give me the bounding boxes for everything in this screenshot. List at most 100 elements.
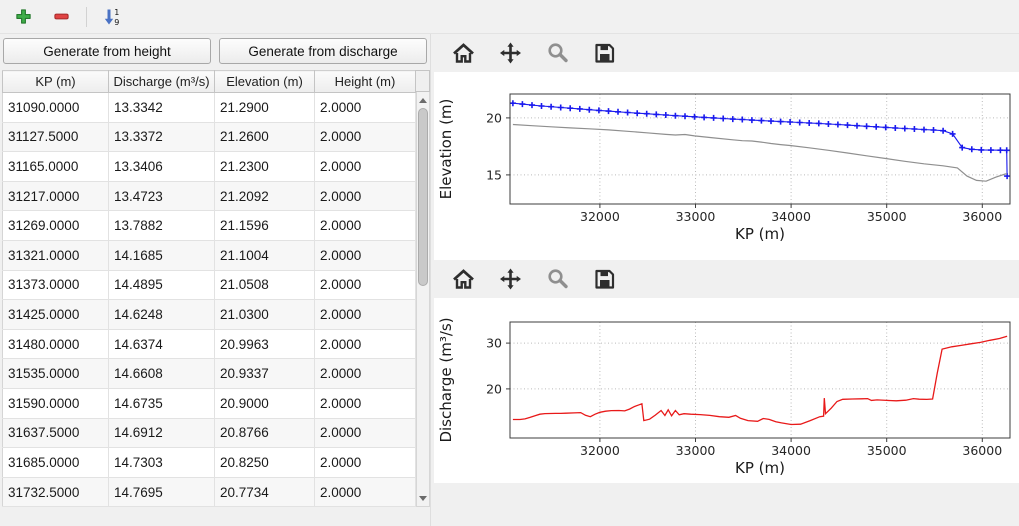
table-cell[interactable]: 2.0000 [314,388,416,419]
table-cell[interactable]: 14.6374 [108,329,215,360]
pan-icon [498,267,523,291]
table-cell[interactable]: 2.0000 [314,477,416,507]
zoom-button[interactable] [542,265,572,293]
table-cell[interactable]: 21.2900 [214,92,315,123]
table-cell[interactable]: 21.1596 [214,210,315,241]
table-cell[interactable]: 20.9000 [214,388,315,419]
table-cell[interactable]: 21.2300 [214,151,315,182]
table-row[interactable]: 31217.0000 13.4723 21.2092 2.0000 [2,181,416,212]
save-button[interactable] [589,265,619,293]
table-cell[interactable]: 20.9963 [214,329,315,360]
table-cell[interactable]: 31425.0000 [2,299,109,330]
sort-digit-bottom: 9 [114,18,119,27]
table-row[interactable]: 31480.0000 14.6374 20.9963 2.0000 [2,329,416,360]
table-cell[interactable]: 2.0000 [314,240,416,271]
table-row[interactable]: 31732.5000 14.7695 20.7734 2.0000 [2,477,416,507]
svg-text:20: 20 [486,381,502,396]
table-cell[interactable]: 20.7734 [214,477,315,507]
scrollbar-track[interactable] [416,92,430,507]
table-cell[interactable]: 31685.0000 [2,447,109,478]
table-cell[interactable]: 2.0000 [314,358,416,389]
table-cell[interactable]: 2.0000 [314,329,416,360]
table-row[interactable]: 31425.0000 14.6248 21.0300 2.0000 [2,299,416,330]
table-cell[interactable]: 14.6608 [108,358,215,389]
table-cell[interactable]: 13.7882 [108,210,215,241]
table-cell[interactable]: 31321.0000 [2,240,109,271]
column-header[interactable]: Elevation (m) [214,70,315,93]
table-row[interactable]: 31127.5000 13.3372 21.2600 2.0000 [2,122,416,153]
home-button[interactable] [448,39,478,67]
table-cell[interactable]: 20.8250 [214,447,315,478]
table-cell[interactable]: 14.6248 [108,299,215,330]
main-toolbar: 1 9 [0,0,1019,34]
table-row[interactable]: 31090.0000 13.3342 21.2900 2.0000 [2,92,416,123]
table-cell[interactable]: 2.0000 [314,181,416,212]
table-cell[interactable]: 21.2600 [214,122,315,153]
zoom-button[interactable] [542,39,572,67]
table-cell[interactable]: 14.6735 [108,388,215,419]
add-row-button[interactable] [10,4,36,30]
table-cell[interactable]: 31269.0000 [2,210,109,241]
table-cell[interactable]: 13.4723 [108,181,215,212]
table-cell[interactable]: 31090.0000 [2,92,109,123]
table-row[interactable]: 31590.0000 14.6735 20.9000 2.0000 [2,388,416,419]
sort-ascending-icon: 1 9 [102,7,122,27]
table-cell[interactable]: 20.8766 [214,418,315,449]
table-cell[interactable]: 31535.0000 [2,358,109,389]
table-cell[interactable]: 31480.0000 [2,329,109,360]
table-row[interactable]: 31637.5000 14.6912 20.8766 2.0000 [2,418,416,449]
column-header[interactable]: KP (m) [2,70,109,93]
home-button[interactable] [448,265,478,293]
table-cell[interactable]: 31732.5000 [2,477,109,507]
save-button[interactable] [589,39,619,67]
generate-from-discharge-button[interactable]: Generate from discharge [219,38,427,64]
discharge-chart[interactable]: 32000 33000 34000 35000 36000 20 30 KP (m) Disch… [434,298,1019,483]
table-cell[interactable]: 20.9337 [214,358,315,389]
table-cell[interactable]: 21.1004 [214,240,315,271]
table-cell[interactable]: 13.3342 [108,92,215,123]
column-header[interactable]: Discharge (m³/s) [108,70,215,93]
table-cell[interactable]: 13.3406 [108,151,215,182]
elevation-chart[interactable]: 32000 33000 34000 35000 36000 15 20 KP (m) Eleva… [434,72,1019,260]
scrollbar-thumb[interactable] [418,108,428,286]
table-row[interactable]: 31685.0000 14.7303 20.8250 2.0000 [2,447,416,478]
table-cell[interactable]: 2.0000 [314,210,416,241]
pan-button[interactable] [495,39,525,67]
table-cell[interactable]: 31373.0000 [2,270,109,301]
table-row[interactable]: 31165.0000 13.3406 21.2300 2.0000 [2,151,416,182]
table-cell[interactable]: 14.7695 [108,477,215,507]
table-row[interactable]: 31373.0000 14.4895 21.0508 2.0000 [2,270,416,301]
table-cell[interactable]: 31637.5000 [2,418,109,449]
table-scrollbar[interactable] [416,70,430,507]
table-cell[interactable]: 2.0000 [314,447,416,478]
pan-button[interactable] [495,265,525,293]
table-row[interactable]: 31535.0000 14.6608 20.9337 2.0000 [2,358,416,389]
table-cell[interactable]: 31165.0000 [2,151,109,182]
table-cell[interactable]: 31127.5000 [2,122,109,153]
table-cell[interactable]: 14.7303 [108,447,215,478]
table-cell[interactable]: 21.0300 [214,299,315,330]
sort-rows-button[interactable]: 1 9 [99,4,125,30]
table-cell[interactable]: 31217.0000 [2,181,109,212]
table-cell[interactable]: 14.6912 [108,418,215,449]
table-cell[interactable]: 14.1685 [108,240,215,271]
table-cell[interactable]: 2.0000 [314,151,416,182]
table-cell[interactable]: 31590.0000 [2,388,109,419]
table-cell[interactable]: 2.0000 [314,122,416,153]
table-cell[interactable]: 2.0000 [314,270,416,301]
column-header[interactable]: Height (m) [314,70,416,93]
table-cell[interactable]: 13.3372 [108,122,215,153]
table-cell[interactable]: 2.0000 [314,92,416,123]
table-row[interactable]: 31269.0000 13.7882 21.1596 2.0000 [2,210,416,241]
table-cell[interactable]: 2.0000 [314,299,416,330]
scroll-down-button[interactable] [417,492,429,504]
generate-from-height-button[interactable]: Generate from height [3,38,211,64]
table-cell[interactable]: 2.0000 [314,418,416,449]
table-cell[interactable]: 21.2092 [214,181,315,212]
generate-buttons-row: Generate from height Generate from disch… [3,38,427,64]
table-cell[interactable]: 21.0508 [214,270,315,301]
table-cell[interactable]: 14.4895 [108,270,215,301]
remove-row-button[interactable] [48,4,74,30]
table-row[interactable]: 31321.0000 14.1685 21.1004 2.0000 [2,240,416,271]
scroll-up-button[interactable] [417,94,429,106]
